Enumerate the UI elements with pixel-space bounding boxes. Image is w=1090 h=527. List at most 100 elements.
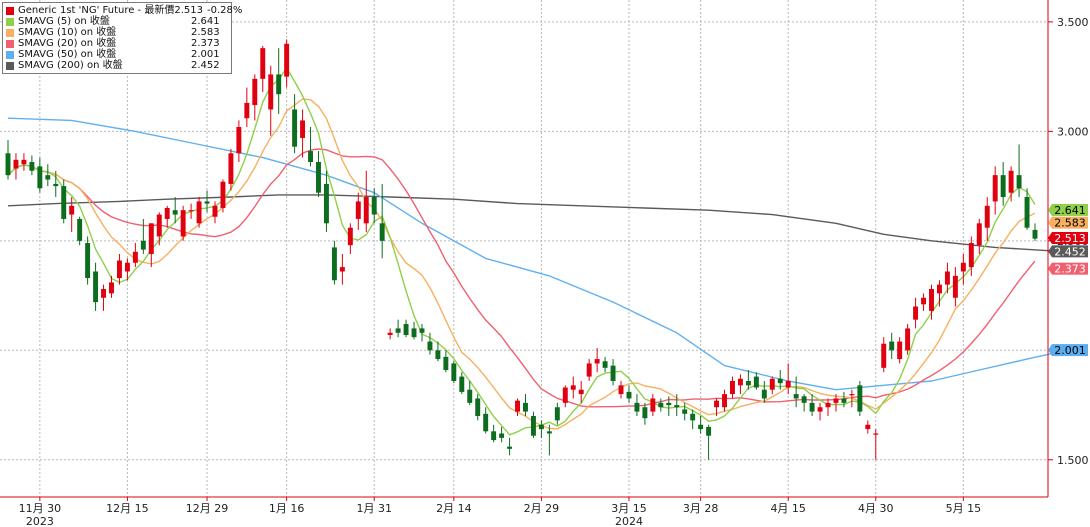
candle-114: [913, 297, 919, 329]
candle-body: [236, 126, 242, 154]
candle-67: [538, 420, 544, 438]
candle-30: [244, 87, 250, 127]
candle-65: [523, 394, 528, 416]
candle-body: [45, 175, 51, 180]
candle-89: [714, 398, 720, 416]
legend-name-sma200: SMAVG (200) on 收盤: [18, 60, 123, 71]
legend-item-sma10: SMAVG (10) on 收盤 2.583: [6, 27, 227, 38]
price-tag-arrow: [1048, 262, 1052, 275]
legend-swatch-sma10: [6, 28, 14, 37]
candle-102: [817, 402, 823, 421]
candle-91: [730, 376, 735, 399]
candle-106: [849, 389, 855, 408]
legend-item-sma200: SMAVG (200) on 收盤 2.452: [6, 60, 227, 71]
candle-4: [37, 157, 43, 193]
price-tag-4: 2.373: [1048, 262, 1088, 276]
candle-body: [634, 402, 640, 412]
candle-31: [252, 74, 258, 121]
candle-49: [395, 319, 401, 338]
price-tag-label: 2.641: [1054, 204, 1086, 217]
candle-95: [761, 380, 767, 403]
candle-body: [929, 289, 934, 311]
candle-101: [809, 394, 815, 416]
x-tick-label: 1月 16: [269, 502, 305, 515]
sma200-line: [7, 194, 1067, 253]
candle-body: [626, 391, 632, 399]
x-tick-label: 12月 15: [106, 502, 149, 515]
candle-body: [109, 282, 114, 294]
candle-body: [857, 385, 863, 412]
candle-87: [698, 415, 704, 434]
candle-82: [658, 398, 664, 412]
candle-52: [419, 324, 425, 342]
candle-body: [682, 409, 688, 414]
candle-12: [101, 284, 107, 311]
candle-11: [93, 262, 99, 311]
sma50-line: [7, 117, 1067, 391]
candle-76: [610, 359, 616, 386]
candle-body: [53, 183, 59, 187]
candle-17: [140, 218, 146, 254]
candle-body: [61, 186, 67, 219]
price-tag-label: 2.001: [1054, 344, 1086, 357]
x-tick-label: 12月 29: [186, 502, 229, 515]
moving-average-layer: [7, 67, 1067, 436]
candle-124: [992, 166, 998, 215]
candle-body: [316, 162, 321, 193]
legend-swatch-sma200: [6, 61, 14, 70]
legend-item-sma5: SMAVG (5) on 收盤 2.641: [6, 16, 227, 27]
candle-body: [817, 407, 823, 412]
candle-body: [435, 350, 441, 360]
candle-53: [427, 332, 433, 355]
price-tag-bg: [1052, 203, 1088, 216]
candle-118: [944, 262, 950, 294]
candle-body: [339, 267, 345, 272]
candle-body: [244, 102, 250, 119]
candle-0: [5, 140, 11, 180]
candle-78: [626, 385, 632, 403]
x-tick-label: 2月 29: [524, 502, 560, 515]
candle-83: [666, 396, 672, 416]
candle-46: [371, 188, 377, 224]
candle-body: [968, 243, 974, 268]
sma20-line: [7, 148, 1036, 408]
candle-body: [156, 214, 162, 237]
candle-body: [905, 328, 911, 351]
candle-117: [936, 280, 942, 307]
candle-body: [1000, 175, 1006, 198]
candle-body: [284, 43, 290, 77]
candle-body: [252, 78, 258, 106]
candle-body: [148, 223, 154, 254]
candle-body: [228, 153, 234, 184]
candle-86: [690, 409, 696, 430]
price-tag-bg: [1052, 245, 1088, 258]
candle-64: [515, 398, 520, 416]
candle-body: [69, 205, 75, 215]
candle-body: [658, 402, 664, 408]
candle-105: [841, 391, 847, 408]
candle-81: [650, 394, 656, 416]
candle-7: [61, 179, 67, 224]
candle-body: [921, 297, 927, 305]
legend-item-price: Generic 1st 'NG' Future - 最新價 2.513 -0.2…: [6, 5, 242, 16]
candle-body: [116, 260, 122, 279]
candle-body: [483, 413, 489, 432]
candle-84: [674, 394, 680, 416]
candle-body: [714, 400, 720, 408]
legend-item-sma50: SMAVG (50) on 收盤 2.001: [6, 49, 227, 60]
candle-27: [220, 179, 226, 213]
candle-body: [960, 262, 966, 272]
candle-19: [156, 212, 162, 246]
candle-body: [610, 365, 616, 381]
candle-15: [124, 258, 130, 281]
candle-body: [554, 407, 560, 421]
legend-name-sma5: SMAVG (5) on 收盤: [18, 16, 110, 27]
price-tag-5: 2.001: [1048, 344, 1088, 357]
candle-38: [308, 126, 313, 167]
candle-59: [475, 394, 481, 421]
candle-24: [196, 197, 202, 228]
candle-39: [316, 151, 321, 198]
candle-body: [944, 271, 950, 285]
candle-body: [936, 284, 942, 294]
